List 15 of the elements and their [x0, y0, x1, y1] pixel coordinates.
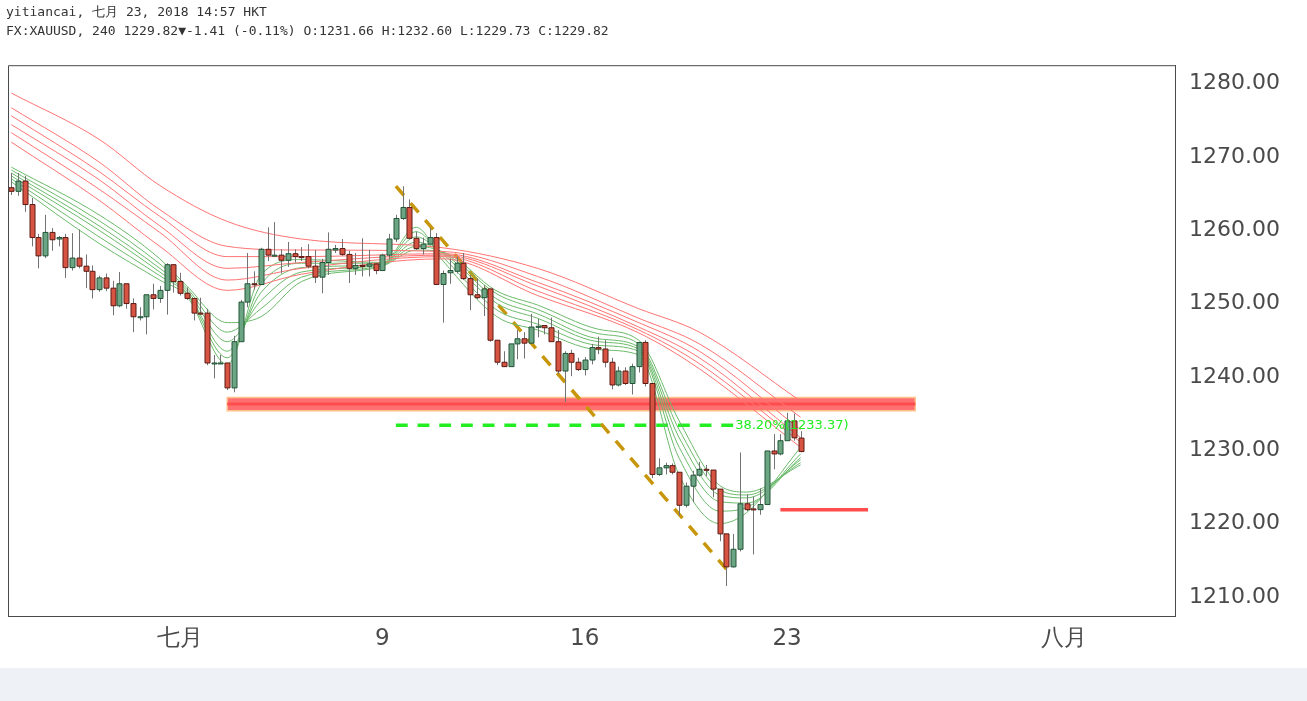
chart-subtitle: FX:XAUUSD, 240 1229.82▼-1.41 (-0.11%) O:1231.66 H:1232.60 L:1229.73 C:1229.82 — [6, 23, 609, 38]
x-tick-label: 23 — [772, 623, 802, 650]
y-tick-label: 1250.00 — [1189, 289, 1280, 315]
y-tick-label: 1260.00 — [1189, 215, 1280, 241]
y-tick-label: 1230.00 — [1189, 435, 1280, 461]
x-tick-label: 八月 — [1040, 623, 1087, 650]
y-tick-label: 1280.00 — [1189, 69, 1280, 95]
x-tick-label: 七月 — [157, 623, 204, 650]
x-tick-label: 9 — [375, 623, 390, 650]
x-tick-label: 16 — [570, 623, 600, 650]
y-tick-label: 1210.00 — [1189, 582, 1280, 608]
y-tick-label: 1270.00 — [1189, 142, 1280, 168]
y-tick-label: 1240.00 — [1189, 362, 1280, 388]
chart-title: yitiancai, 七月 23, 2018 14:57 HKT — [6, 3, 267, 21]
y-tick-label: 1220.00 — [1189, 509, 1280, 535]
